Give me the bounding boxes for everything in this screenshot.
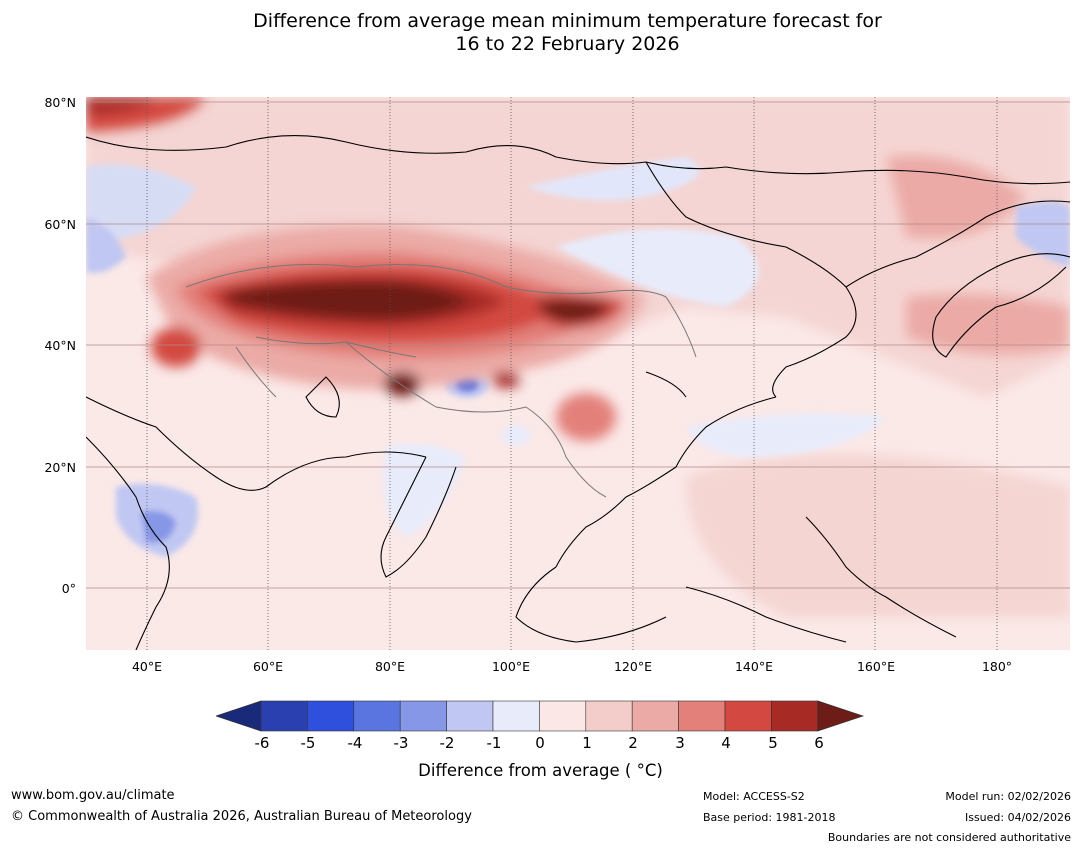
website-link[interactable]: www.bom.gov.au/climate bbox=[11, 788, 175, 803]
colorbar-segment bbox=[307, 700, 355, 732]
map-title: Difference from average mean minimum tem… bbox=[0, 10, 1081, 56]
title-line-2: 16 to 22 February 2026 bbox=[455, 33, 680, 55]
lon-label-80e: 80°E bbox=[374, 659, 406, 674]
colorbar-segment bbox=[353, 700, 401, 732]
lat-label-40n: 40°N bbox=[44, 338, 76, 353]
model-run-date: Model run: 02/02/2026 bbox=[945, 790, 1071, 803]
lat-label-20n: 20°N bbox=[44, 460, 76, 475]
colorbar-segment bbox=[771, 700, 819, 732]
colorbar-tick: -2 bbox=[439, 734, 455, 752]
colorbar-label: Difference from average ( °C) bbox=[418, 761, 663, 780]
anomaly-map bbox=[86, 97, 1070, 650]
colorbar-tick: 2 bbox=[628, 734, 638, 752]
colorbar-tick: 5 bbox=[768, 734, 778, 752]
lon-label-60e: 60°E bbox=[252, 659, 284, 674]
colorbar-tick: -3 bbox=[393, 734, 409, 752]
colorbar bbox=[216, 700, 865, 732]
colorbar-tick: -6 bbox=[254, 734, 270, 752]
lat-label-0: 0° bbox=[61, 581, 76, 596]
country-boundaries bbox=[185, 264, 697, 498]
colorbar-segment bbox=[399, 700, 447, 732]
boundaries-note: Boundaries are not considered authoritat… bbox=[827, 831, 1071, 844]
parallels bbox=[86, 101, 1070, 589]
lon-label-140e: 140°E bbox=[734, 659, 773, 674]
lon-label-40e: 40°E bbox=[131, 659, 163, 674]
colorbar-segment bbox=[260, 700, 308, 732]
coastlines bbox=[86, 135, 1070, 650]
colorbar-tick: -1 bbox=[486, 734, 502, 752]
base-period: Base period: 1981-2018 bbox=[703, 811, 836, 824]
map-canvas bbox=[86, 97, 1070, 650]
title-line-1: Difference from average mean minimum tem… bbox=[253, 10, 882, 32]
colorbar-segment bbox=[492, 700, 540, 732]
colorbar-tick: 0 bbox=[535, 734, 545, 752]
copyright-text: © Commonwealth of Australia 2026, Austra… bbox=[11, 809, 472, 824]
lat-label-80n: 80°N bbox=[44, 95, 76, 110]
model-name: Model: ACCESS-S2 bbox=[703, 790, 805, 803]
colorbar-tick: -5 bbox=[300, 734, 316, 752]
colorbar-segment bbox=[678, 700, 726, 732]
colorbar-tick: 6 bbox=[814, 734, 824, 752]
colorbar-segment bbox=[724, 700, 772, 732]
colorbar-arrow-high bbox=[817, 700, 865, 732]
colorbar-tick: 1 bbox=[582, 734, 592, 752]
colorbar-tick: 3 bbox=[675, 734, 685, 752]
colorbar-arrow-low bbox=[216, 700, 262, 732]
issued-date: Issued: 04/02/2026 bbox=[964, 811, 1071, 824]
colorbar-segment bbox=[585, 700, 633, 732]
lon-label-100e: 100°E bbox=[491, 659, 530, 674]
meridians bbox=[146, 97, 998, 650]
lon-label-160e: 160°E bbox=[856, 659, 895, 674]
colorbar-segment bbox=[539, 700, 587, 732]
lon-label-120e: 120°E bbox=[613, 659, 652, 674]
colorbar-tick: 4 bbox=[721, 734, 731, 752]
colorbar-segment bbox=[631, 700, 679, 732]
lat-label-60n: 60°N bbox=[44, 217, 76, 232]
colorbar-tick: -4 bbox=[347, 734, 363, 752]
colorbar-segment bbox=[446, 700, 494, 732]
lon-label-180: 180° bbox=[981, 659, 1013, 674]
